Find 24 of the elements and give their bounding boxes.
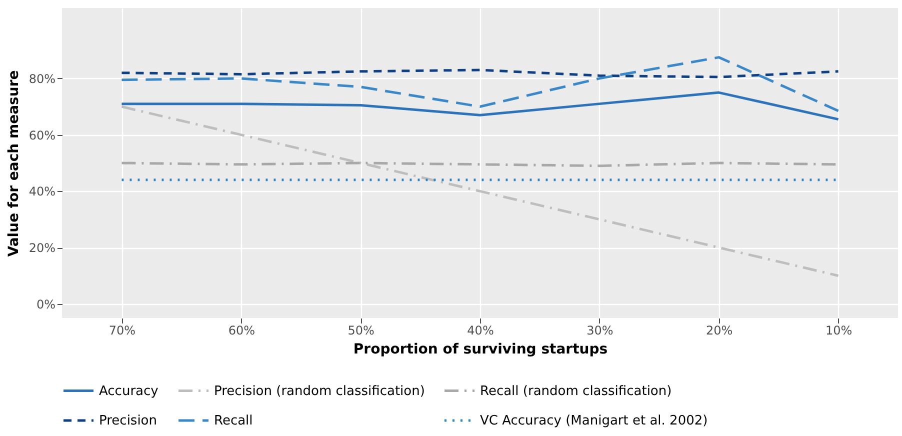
legend-label: Recall xyxy=(214,414,253,428)
legend-label: Precision xyxy=(99,414,158,428)
y-tick-label: 0% xyxy=(36,297,56,312)
x-tick-label: 60% xyxy=(228,324,255,338)
y-tick-label: 40% xyxy=(28,184,56,199)
x-tick-label: 10% xyxy=(825,324,852,338)
legend-label: Recall (random classification) xyxy=(480,384,672,399)
x-tick-label: 50% xyxy=(348,324,374,338)
legend-label: Accuracy xyxy=(99,384,159,399)
line-series xyxy=(120,56,840,112)
legend-label: VC Accuracy (Manigart et al. 2002) xyxy=(480,414,708,428)
line-series xyxy=(120,91,840,121)
x-axis-title: Proportion of surviving startups xyxy=(353,342,608,358)
y-axis-title: Value for each measure xyxy=(6,70,22,257)
y-tick-label: 20% xyxy=(28,241,56,256)
x-tick-label: 30% xyxy=(586,324,614,338)
x-tick-label: 40% xyxy=(467,324,494,338)
line-series xyxy=(120,105,840,277)
y-tick-label: 60% xyxy=(28,128,56,142)
line-series xyxy=(120,68,840,78)
x-tick-label: 70% xyxy=(108,324,136,338)
y-tick-label: 80% xyxy=(28,72,56,86)
x-tick-label: 20% xyxy=(706,324,733,338)
legend-label: Precision (random classification) xyxy=(214,384,425,399)
